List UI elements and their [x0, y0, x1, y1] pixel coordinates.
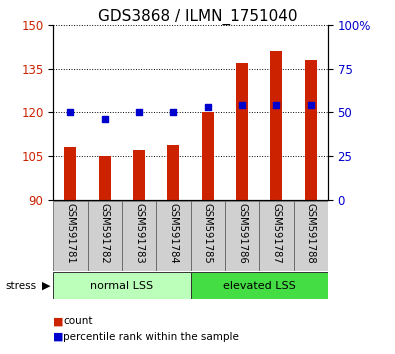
Bar [99, 156, 111, 200]
Text: ■: ■ [53, 332, 64, 342]
Bar [259, 201, 293, 271]
Bar [53, 272, 190, 299]
Text: GSM591783: GSM591783 [134, 203, 144, 263]
Bar [167, 144, 179, 200]
Point [102, 116, 108, 122]
Text: GSM591788: GSM591788 [306, 203, 316, 263]
Bar [156, 201, 190, 271]
Text: GSM591787: GSM591787 [271, 203, 281, 264]
Text: GDS3868 / ILMN_1751040: GDS3868 / ILMN_1751040 [98, 9, 297, 25]
Bar [88, 201, 122, 271]
Bar [190, 272, 328, 299]
Text: ▶: ▶ [42, 280, 51, 291]
Text: GSM591784: GSM591784 [168, 203, 179, 263]
Text: count: count [63, 316, 93, 326]
Text: percentile rank within the sample: percentile rank within the sample [63, 332, 239, 342]
Point [170, 110, 177, 115]
Bar [190, 201, 225, 271]
Point [273, 103, 280, 108]
Point [136, 110, 142, 115]
Bar [202, 113, 214, 200]
Point [308, 103, 314, 108]
Text: normal LSS: normal LSS [90, 280, 154, 291]
Text: ■: ■ [53, 316, 64, 326]
Bar [293, 201, 328, 271]
Point [67, 110, 73, 115]
Bar [53, 201, 88, 271]
Bar [305, 60, 317, 200]
Bar [64, 147, 77, 200]
Text: GSM591781: GSM591781 [66, 203, 75, 264]
Point [205, 104, 211, 110]
Bar [236, 63, 248, 200]
Text: GSM591786: GSM591786 [237, 203, 247, 264]
Bar [133, 150, 145, 200]
Text: elevated LSS: elevated LSS [223, 280, 295, 291]
Bar [225, 201, 259, 271]
Text: stress: stress [5, 280, 36, 291]
Text: GSM591782: GSM591782 [100, 203, 110, 264]
Bar [122, 201, 156, 271]
Point [239, 103, 245, 108]
Text: GSM591785: GSM591785 [203, 203, 213, 264]
Bar [270, 51, 282, 200]
